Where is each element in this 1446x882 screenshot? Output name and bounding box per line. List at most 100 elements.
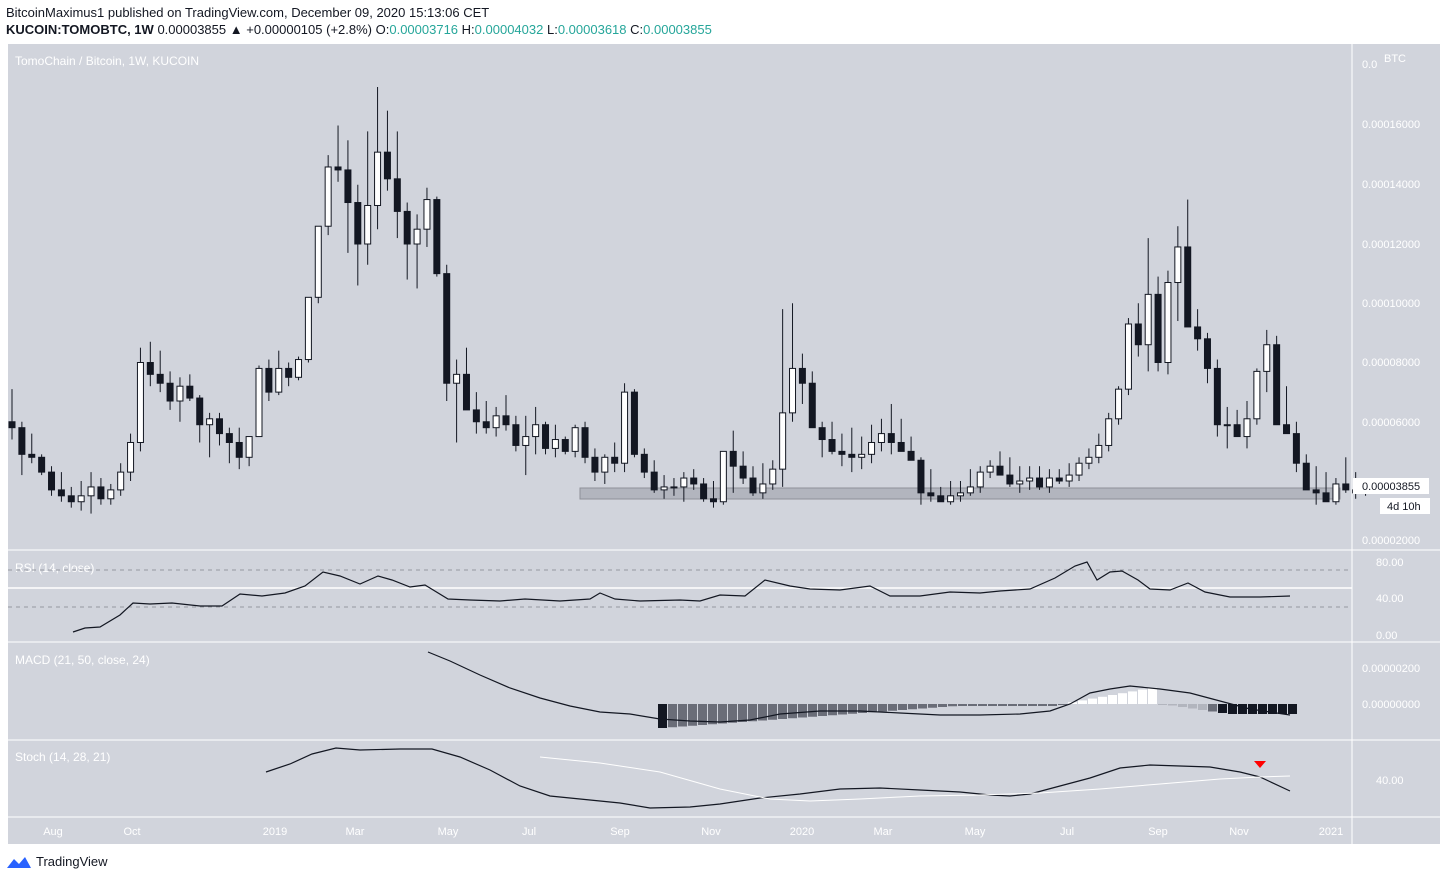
candlestick-series [8,86,1370,514]
macd-histogram-bar [658,704,667,728]
time-tick-label: May [965,826,986,838]
candle-down [1283,424,1291,435]
candle-up [374,151,382,206]
candle-down [8,421,16,429]
candle-down [887,433,895,443]
price-change: ▲ +0.00000105 (+2.8%) [229,22,372,37]
macd-histogram-bar [998,704,1007,706]
time-tick-label: Sep [1148,826,1168,838]
candle-down [739,465,747,479]
macd-histogram-bar [838,704,847,715]
macd-histogram-bar [968,704,977,706]
macd-histogram-bar [698,704,707,725]
macd-histogram-bar [938,704,947,707]
candle-up [423,199,431,230]
macd-histogram-bar [1268,704,1277,714]
macd-histogram-bar [808,704,817,717]
candle-up [413,228,421,245]
candle-down [907,450,915,461]
time-tick-label: Nov [701,826,721,838]
candle-up [117,471,125,491]
candle-down [1292,433,1300,464]
macd-histogram-bar [708,704,717,725]
candle-down [1154,293,1162,363]
candle-down [591,456,599,473]
macd-tick-label: 0.00000200 [1362,663,1420,675]
candle-up [245,436,253,458]
candle-down [561,439,569,452]
candle-down [927,492,935,497]
candle-up [127,441,135,473]
macd-histogram-bar [918,704,927,709]
time-axis: Aug Oct 2019 Mar May Jul Sep Nov 2020 Mar May Jul Se… [43,826,1343,838]
candle-down [344,169,352,204]
candle-up [1174,246,1182,284]
candle-down [1184,246,1192,328]
macd-histogram-bar [818,704,827,716]
candle-down [146,362,154,375]
macd-histogram-bar [1188,704,1197,709]
chart-background [8,44,1352,817]
candle-down [700,483,708,500]
footer-brand-label: TradingView [36,854,108,869]
time-tick-label: Oct [123,826,140,838]
candle-down [512,424,520,446]
candle-up [976,471,984,488]
tradingview-logo-icon [7,856,31,868]
candle-up [1164,282,1172,364]
macd-histogram-bar [1148,687,1157,704]
candle-up [1263,344,1271,372]
macd-histogram-bar [1258,704,1267,714]
candle-up [1045,477,1053,488]
candle-up [492,415,500,429]
candle-down [1273,344,1281,426]
macd-histogram-bar [748,704,757,722]
candle-down [393,178,401,212]
macd-legend: MACD (21, 50, close, 24) [15,653,150,667]
y-tick-label: 0.00016000 [1362,119,1420,131]
macd-histogram-bar [688,704,697,726]
macd-histogram-bar [718,704,727,724]
chart-svg[interactable]: TomoChain / Bitcoin, 1W, KUCOIN BTC 0.0 … [0,0,1446,850]
candle-down [462,373,470,411]
candle-up [621,391,629,464]
y-tick-label: 0.00010000 [1362,298,1420,310]
candle-down [67,495,75,503]
candle-down [18,427,26,455]
candle-up [453,373,461,384]
candle-down [225,433,233,443]
candle-up [176,385,184,402]
macd-histogram-bar [1028,704,1037,706]
macd-histogram-bar [1058,704,1067,705]
candle-up [1065,474,1073,482]
candle-down [996,465,1004,476]
macd-histogram-bar [1168,704,1177,706]
candle-down [48,471,56,491]
candle-up [858,453,866,458]
candle-up [966,486,974,494]
candle-up [680,477,688,488]
time-tick-label: Mar [346,826,365,838]
candle-down [581,427,589,458]
candle-up [789,367,797,414]
candle-up [136,362,144,443]
candle-down [334,166,342,171]
candle-up [868,441,876,455]
candle-down [1194,326,1202,340]
candle-up [206,418,214,426]
time-tick-label: Nov [1229,826,1249,838]
candle-down [443,273,451,384]
candle-up [77,495,85,503]
time-tick-label: Aug [43,826,63,838]
candle-up [1095,444,1103,458]
candle-down [28,453,36,458]
low-value: 0.00003618 [557,22,627,37]
stoch-tick-label: 40.00 [1376,775,1404,787]
y-tick-label: 0.00002000 [1362,535,1420,547]
candle-down [1312,489,1320,494]
candle-up [1105,418,1113,446]
time-tick-label: Mar [874,826,893,838]
time-tick-label: 2021 [1319,826,1343,838]
macd-histogram-bar [768,704,777,720]
stoch-d-line [539,756,1291,802]
